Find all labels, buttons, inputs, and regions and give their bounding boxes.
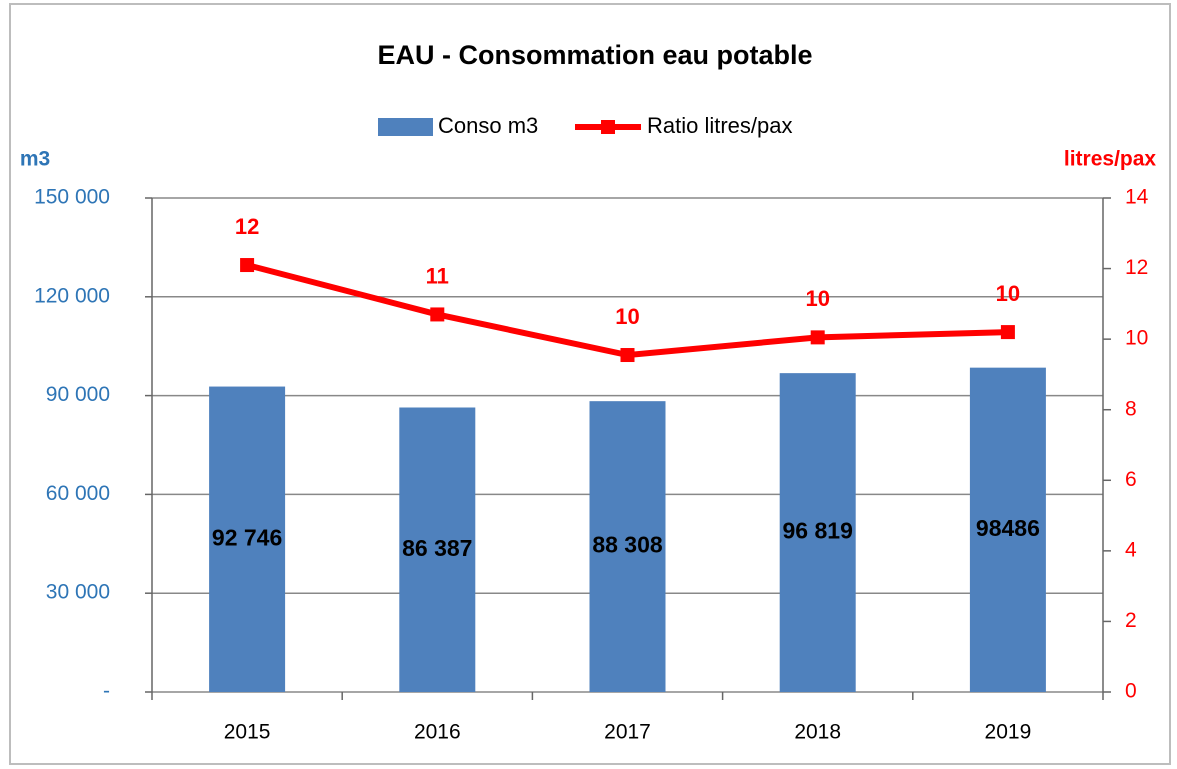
x-tick-label: 2016: [414, 721, 461, 744]
y2-tick-label: 6: [1125, 468, 1137, 491]
y-tick-label: -: [103, 680, 110, 703]
legend-label: Ratio litres/pax: [647, 113, 793, 138]
bar-value-label: 88 308: [592, 532, 663, 558]
y-tick-label: 120 000: [34, 284, 110, 307]
chart-title: EAU - Consommation eau potable: [377, 40, 812, 70]
legend-swatch: [378, 118, 433, 136]
x-tick-label: 2018: [794, 721, 841, 744]
line-value-label: 10: [615, 304, 639, 329]
legend-label: Conso m3: [438, 113, 538, 138]
bar-value-label: 98486: [976, 515, 1040, 541]
y-axis-label: m3: [20, 148, 50, 171]
line-marker: [240, 258, 255, 273]
x-tick-label: 2015: [224, 721, 271, 744]
y2-tick-label: 10: [1125, 327, 1148, 350]
y2-tick-label: 0: [1125, 680, 1137, 703]
y-tick-label: 60 000: [46, 482, 110, 505]
x-tick-label: 2017: [604, 721, 651, 744]
y-tick-label: 150 000: [34, 186, 110, 209]
bar-value-label: 86 387: [402, 535, 472, 561]
y2-tick-label: 4: [1125, 538, 1137, 561]
line-value-label: 10: [996, 281, 1020, 306]
bar: [209, 386, 286, 692]
y-tick-label: 30 000: [46, 581, 110, 604]
bar: [969, 367, 1046, 692]
bar-value-label: 96 819: [783, 518, 853, 544]
bar: [589, 401, 666, 692]
line-value-label: 12: [235, 214, 259, 239]
y2-tick-label: 2: [1125, 609, 1137, 632]
line-value-label: 10: [805, 286, 829, 311]
bar-value-label: 92 746: [212, 524, 282, 550]
line-marker: [430, 307, 445, 322]
x-tick-label: 2019: [985, 721, 1032, 744]
y-tick-label: 90 000: [46, 383, 110, 406]
line-marker: [620, 348, 635, 363]
line-value-label: 11: [426, 263, 449, 288]
legend-marker: [601, 120, 615, 134]
bar: [779, 373, 856, 692]
y2-tick-label: 12: [1125, 256, 1148, 279]
bar: [399, 407, 476, 692]
y2-axis-label: litres/pax: [1064, 148, 1157, 171]
y2-tick-label: 14: [1125, 186, 1149, 209]
y2-tick-label: 8: [1125, 397, 1137, 420]
line-marker: [1000, 325, 1015, 340]
line-marker: [810, 330, 825, 345]
